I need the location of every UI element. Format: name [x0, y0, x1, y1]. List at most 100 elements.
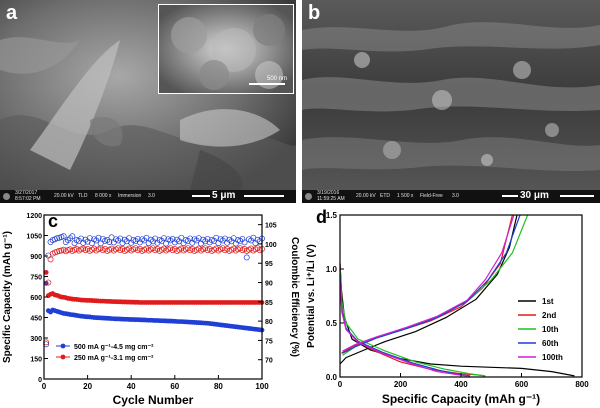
- chart-c-point: [213, 234, 220, 241]
- chart-c-plot-area: [43, 233, 265, 348]
- chart-c-point: [106, 239, 113, 245]
- chart-c-xtick-label: 0: [42, 382, 47, 391]
- chart-c-point: [123, 238, 130, 245]
- chart-d-line-charge: [342, 214, 529, 356]
- sem-image-a: 500 nm a 3/27/2017 8:57:02 PM 20.00 kV T…: [0, 0, 296, 203]
- chart-c-y2tick-label: 105: [265, 223, 277, 230]
- chart-d-ytick-label: 0.0: [326, 373, 338, 382]
- chart-d-ytick-label: 1.0: [326, 265, 338, 274]
- scale-bar-b-end: [560, 195, 594, 197]
- inset-scale-label: 500 nm: [266, 76, 287, 82]
- chart-c-point: [43, 270, 49, 275]
- meta-det-b: ETD: [380, 193, 390, 199]
- chart-c-point: [104, 237, 111, 244]
- chart-c-ytick-label: 300: [30, 336, 42, 343]
- chart-d-line-discharge: [339, 279, 468, 377]
- chart-c-y2tick-label: 95: [265, 261, 273, 268]
- chart-d-xtick-label: 600: [515, 380, 529, 389]
- chart-c-point: [206, 246, 213, 252]
- chart-c-point: [243, 254, 250, 261]
- chart-c-xtick-label: 80: [214, 382, 223, 391]
- chart-c-point: [86, 235, 93, 242]
- chart-d-line-charge: [342, 214, 521, 354]
- chart-c-point: [84, 246, 91, 252]
- chart-c-point: [150, 245, 156, 252]
- chart-c-point: [119, 246, 126, 252]
- chart-c-point: [224, 239, 231, 246]
- chart-c-point: [178, 245, 185, 252]
- scale-label-b: 30 μm: [520, 190, 549, 201]
- fei-logo-icon: [305, 193, 312, 200]
- inset-texture: [159, 5, 293, 93]
- chart-c-point: [143, 245, 150, 252]
- chart-c-y2tick-label: 100: [265, 242, 277, 249]
- chart-c-y2label: Coulombic Efficiency (%): [289, 237, 300, 357]
- chart-c-y2tick-label: 70: [265, 358, 273, 365]
- chart-d-axes: 0 200 400 600 800 0.0 0.5 1.0 1.5: [326, 211, 589, 389]
- chart-c-ytick-label: 900: [30, 254, 42, 261]
- panel-label-b: b: [308, 2, 321, 24]
- chart-c-point: [160, 235, 167, 242]
- chart-c-point: [91, 245, 98, 252]
- chart-d-plot-area: [339, 214, 575, 377]
- chart-d-legend-label: 10th: [542, 325, 559, 334]
- chart-c-y2tick-label: 80: [265, 319, 273, 326]
- chart-c-ylabel: Specific Capacity (mAh g⁻¹): [2, 231, 13, 363]
- chart-c-point: [184, 245, 191, 252]
- scale-label-a: 5 μm: [212, 190, 236, 201]
- meta-spot-b: 3.0: [452, 193, 459, 199]
- fei-logo-icon: [3, 193, 10, 200]
- chart-c-point: [65, 237, 71, 244]
- chart-c-xtick-label: 20: [83, 382, 92, 391]
- chart-c-xlabel: Cycle Number: [113, 393, 194, 407]
- chart-voltage-profile: d 0 200 400 600 800 0.0 0.5 1.0 1.5 Specific Cap…: [306, 207, 589, 406]
- chart-c-point: [136, 246, 143, 252]
- chart-d-xtick-label: 0: [338, 380, 343, 389]
- chart-d-xtick-label: 800: [575, 380, 589, 389]
- chart-d-ylabel: Potential vs. Li⁺/Li (V): [306, 244, 317, 348]
- chart-c-point: [154, 246, 161, 252]
- chart-c-point: [115, 237, 122, 244]
- meta-mode-a: Immersion: [118, 193, 142, 199]
- chart-c-ytick-label: 750: [30, 275, 42, 282]
- meta-det-a: TLD: [78, 193, 88, 199]
- chart-c-point: [167, 245, 174, 252]
- chart-d-line-charge: [339, 214, 518, 365]
- chart-d-line-discharge: [339, 263, 486, 377]
- chart-c-point: [102, 246, 108, 252]
- sem-info-bar-b: 3/19/2016 11:59:25 AM 20.00 kV ETD 1 500…: [302, 190, 600, 203]
- chart-c-point: [171, 246, 178, 252]
- meta-time-a: 8:57:02 PM: [15, 196, 41, 202]
- chart-c-ytick-label: 0: [38, 377, 42, 384]
- panel-label-c: c: [48, 211, 58, 231]
- meta-mode-b: Field-Free: [420, 193, 443, 199]
- chart-c-point: [195, 245, 202, 252]
- panel-label-d: d: [316, 207, 327, 227]
- chart-c-point: [189, 246, 196, 252]
- chart-c-point: [160, 245, 167, 252]
- meta-hv-b: 20.00 kV: [356, 193, 376, 199]
- chart-c-xtick-label: 60: [170, 382, 179, 391]
- chart-c-point: [45, 279, 52, 286]
- sem-info-bar-a: 3/27/2017 8:57:02 PM 20.00 kV TLD 8 000 …: [0, 190, 296, 203]
- chart-c-point: [69, 233, 76, 240]
- chart-c-point: [132, 237, 139, 244]
- chart-d-xtick-label: 400: [454, 380, 468, 389]
- meta-hv-a: 20.00 kV: [54, 193, 74, 199]
- chart-c-point: [241, 239, 248, 246]
- inset-image: 500 nm: [158, 4, 294, 94]
- chart-c-ytick-label: 1200: [26, 213, 42, 220]
- chart-d-xlabel: Specific Capacity (mAh g⁻¹): [382, 392, 540, 406]
- chart-c-point: [254, 245, 261, 252]
- chart-c-xtick-label: 100: [255, 382, 269, 391]
- chart-c-point: [97, 245, 104, 252]
- chart-c-point: [117, 235, 124, 242]
- chart-c-point: [237, 237, 244, 244]
- chart-c-point: [126, 245, 132, 252]
- chart-d-line-discharge: [339, 268, 486, 377]
- scale-bar-a-end: [244, 195, 284, 197]
- meta-mag-b: 1 500 x: [397, 193, 414, 199]
- chart-c-point: [99, 235, 106, 242]
- chart-c-point: [97, 240, 104, 247]
- chart-c-legend-label: 250 mA g⁻¹-3.1 mg cm⁻²: [74, 355, 154, 362]
